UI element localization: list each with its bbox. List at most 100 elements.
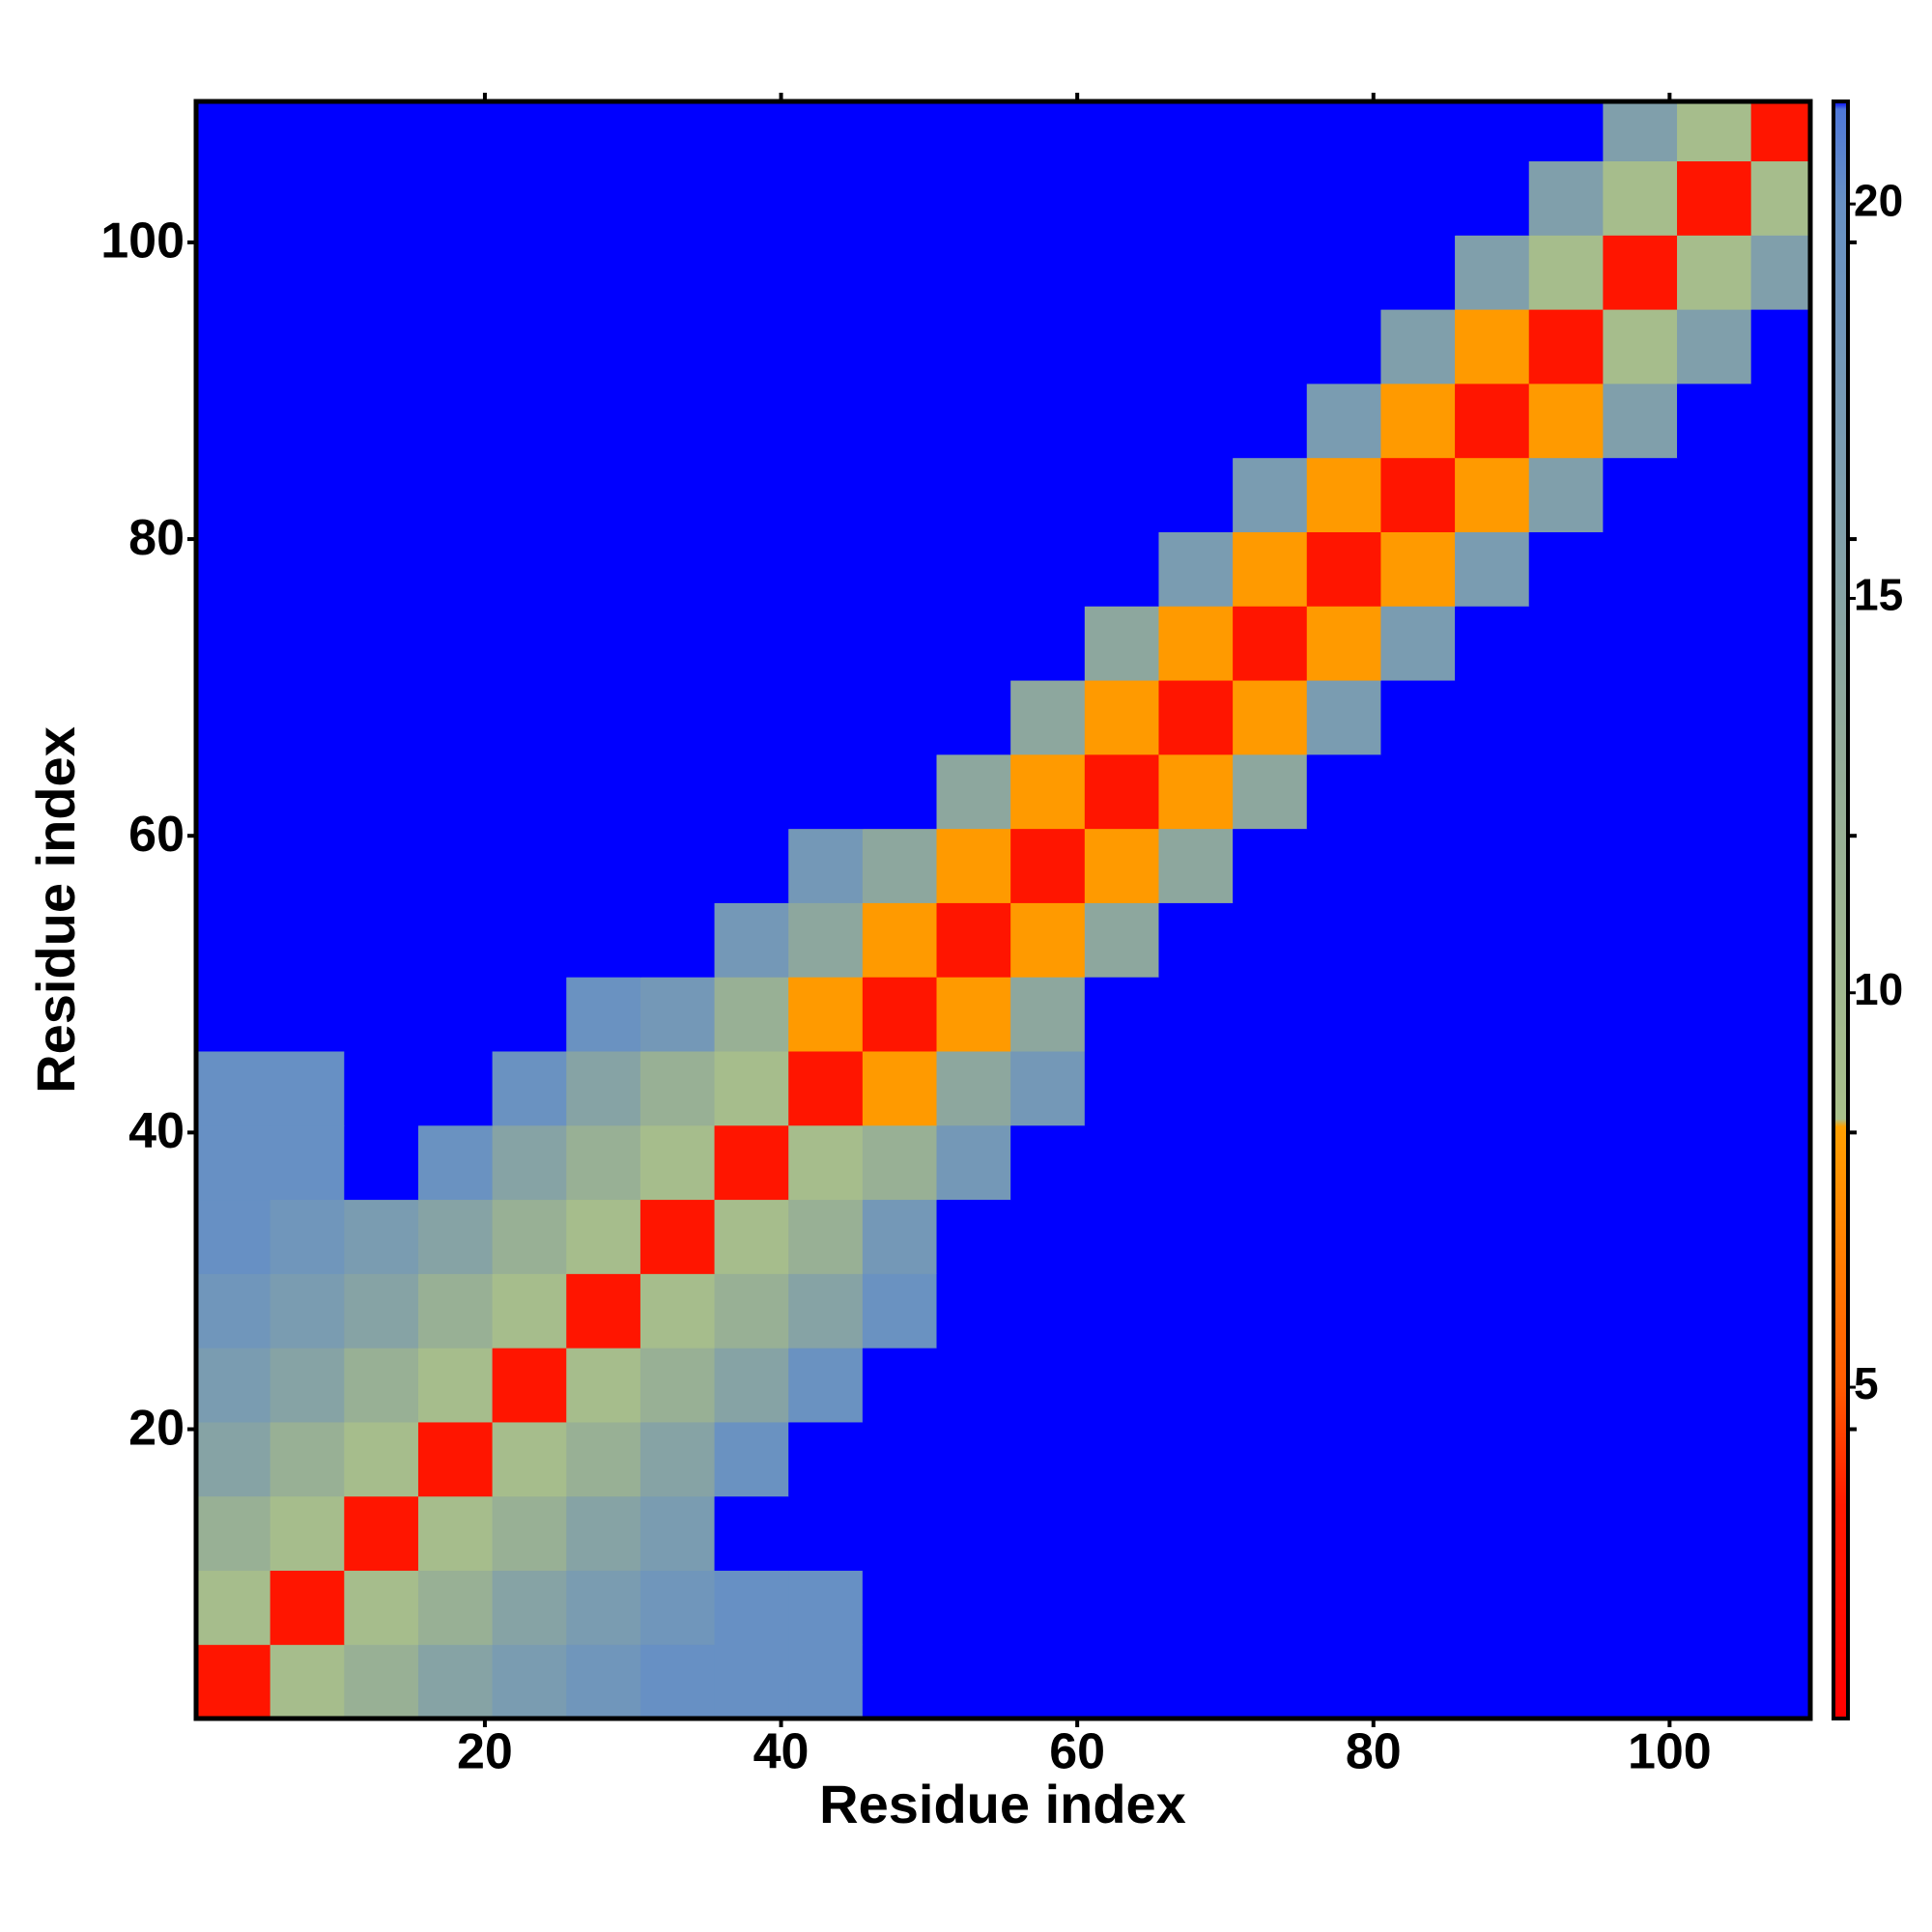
heat-cell — [1750, 606, 1810, 681]
heat-cell — [1528, 977, 1604, 1052]
heat-cell — [1455, 1495, 1530, 1572]
y-tick-label: 20 — [128, 1400, 185, 1456]
heat-cell — [1380, 309, 1456, 384]
heat-cell — [1528, 1348, 1604, 1423]
heat-cell — [1158, 457, 1234, 532]
heat-cell — [196, 1050, 271, 1126]
heat-cell — [936, 1348, 1011, 1423]
heat-cell — [492, 1273, 567, 1349]
heat-cell — [1233, 160, 1308, 236]
heat-cell — [714, 1421, 789, 1497]
heat-cell — [1084, 1124, 1160, 1201]
heat-cell — [1158, 1421, 1234, 1497]
heat-cell — [566, 1199, 641, 1274]
heat-cell — [862, 1570, 938, 1645]
heat-cell — [344, 828, 419, 903]
x-tick-label: 40 — [753, 1724, 810, 1780]
heat-cell — [1084, 1421, 1160, 1497]
heat-cell — [417, 160, 494, 236]
heat-cell — [1380, 1199, 1456, 1274]
heat-cell — [788, 977, 864, 1052]
y-tick-label: 40 — [128, 1103, 185, 1159]
heat-cell — [639, 1050, 716, 1126]
heat-cell — [1677, 1495, 1752, 1572]
heat-cell — [936, 383, 1011, 459]
heat-cell — [270, 1644, 345, 1719]
heat-cell — [1380, 235, 1456, 310]
heat-cell — [417, 902, 494, 978]
heat-cell — [639, 977, 716, 1052]
heat-cell — [1750, 383, 1810, 459]
heat-cell — [1306, 828, 1382, 903]
heat-cell — [270, 1348, 345, 1423]
heat-cell — [492, 160, 567, 236]
heat-cell — [639, 1273, 716, 1349]
heat-cell — [1306, 606, 1382, 681]
heat-cell — [196, 309, 271, 384]
heat-cell — [1528, 1421, 1604, 1497]
heat-cell — [417, 1273, 494, 1349]
heat-cell — [639, 101, 716, 162]
heat-cell — [1306, 235, 1382, 310]
y-tick-label: 80 — [128, 510, 185, 566]
heat-cell — [344, 235, 419, 310]
heat-cell — [1158, 902, 1234, 978]
heat-cell — [1306, 1050, 1382, 1126]
heat-cell — [639, 309, 716, 384]
heat-cell — [1528, 753, 1604, 830]
heat-cell — [1233, 1644, 1308, 1719]
heat-cell — [1380, 1050, 1456, 1126]
colorbar-tick-label: 5 — [1854, 1358, 1879, 1408]
heat-cell — [639, 1421, 716, 1497]
heat-cell — [270, 902, 345, 978]
heat-cell — [1750, 1050, 1810, 1126]
heat-cell — [1233, 1124, 1308, 1201]
heat-cell — [1677, 828, 1752, 903]
heat-cell — [1455, 235, 1530, 310]
heat-cell — [1010, 1199, 1086, 1274]
heat-cell — [1750, 235, 1810, 310]
colorbar-tick-label: 20 — [1854, 175, 1903, 225]
heat-cell — [1010, 1495, 1086, 1572]
heat-cell — [1750, 753, 1810, 830]
plot-frame — [193, 99, 1813, 1721]
heat-cell — [566, 1348, 641, 1423]
heat-cell — [492, 977, 567, 1052]
heat-cell — [270, 1124, 345, 1201]
heat-cell — [1603, 383, 1678, 459]
heat-cell — [788, 1421, 864, 1497]
heat-cell — [1677, 1199, 1752, 1274]
y-axis-label: Residue index — [25, 726, 86, 1094]
heat-cell — [1010, 309, 1086, 384]
heat-cell — [714, 679, 789, 755]
heat-cell — [1603, 1570, 1678, 1645]
heat-cell — [1750, 828, 1810, 903]
heat-cell — [1750, 309, 1810, 384]
heat-cell — [1455, 828, 1530, 903]
heat-cell — [417, 828, 494, 903]
heat-cell — [1603, 753, 1678, 830]
heat-cell — [1010, 1348, 1086, 1423]
heat-cell — [566, 457, 641, 532]
heat-cell — [196, 160, 271, 236]
heat-cell — [1677, 1273, 1752, 1349]
heat-cell — [714, 606, 789, 681]
heat-cell — [1158, 679, 1234, 755]
heat-cell — [936, 1421, 1011, 1497]
heat-cell — [1677, 457, 1752, 532]
heat-cell — [344, 1348, 419, 1423]
heat-cell — [1528, 1273, 1604, 1349]
heat-cell — [1750, 679, 1810, 755]
heat-cell — [936, 309, 1011, 384]
heat-cell — [1380, 753, 1456, 830]
heat-cell — [936, 1199, 1011, 1274]
heat-cell — [862, 1495, 938, 1572]
heat-cell — [1084, 977, 1160, 1052]
heat-cell — [270, 457, 345, 532]
heat-cell — [788, 531, 864, 607]
heat-cell — [1010, 383, 1086, 459]
heat-cell — [936, 160, 1011, 236]
heat-cell — [566, 1050, 641, 1126]
heat-cell — [1010, 1050, 1086, 1126]
heat-cell — [344, 383, 419, 459]
